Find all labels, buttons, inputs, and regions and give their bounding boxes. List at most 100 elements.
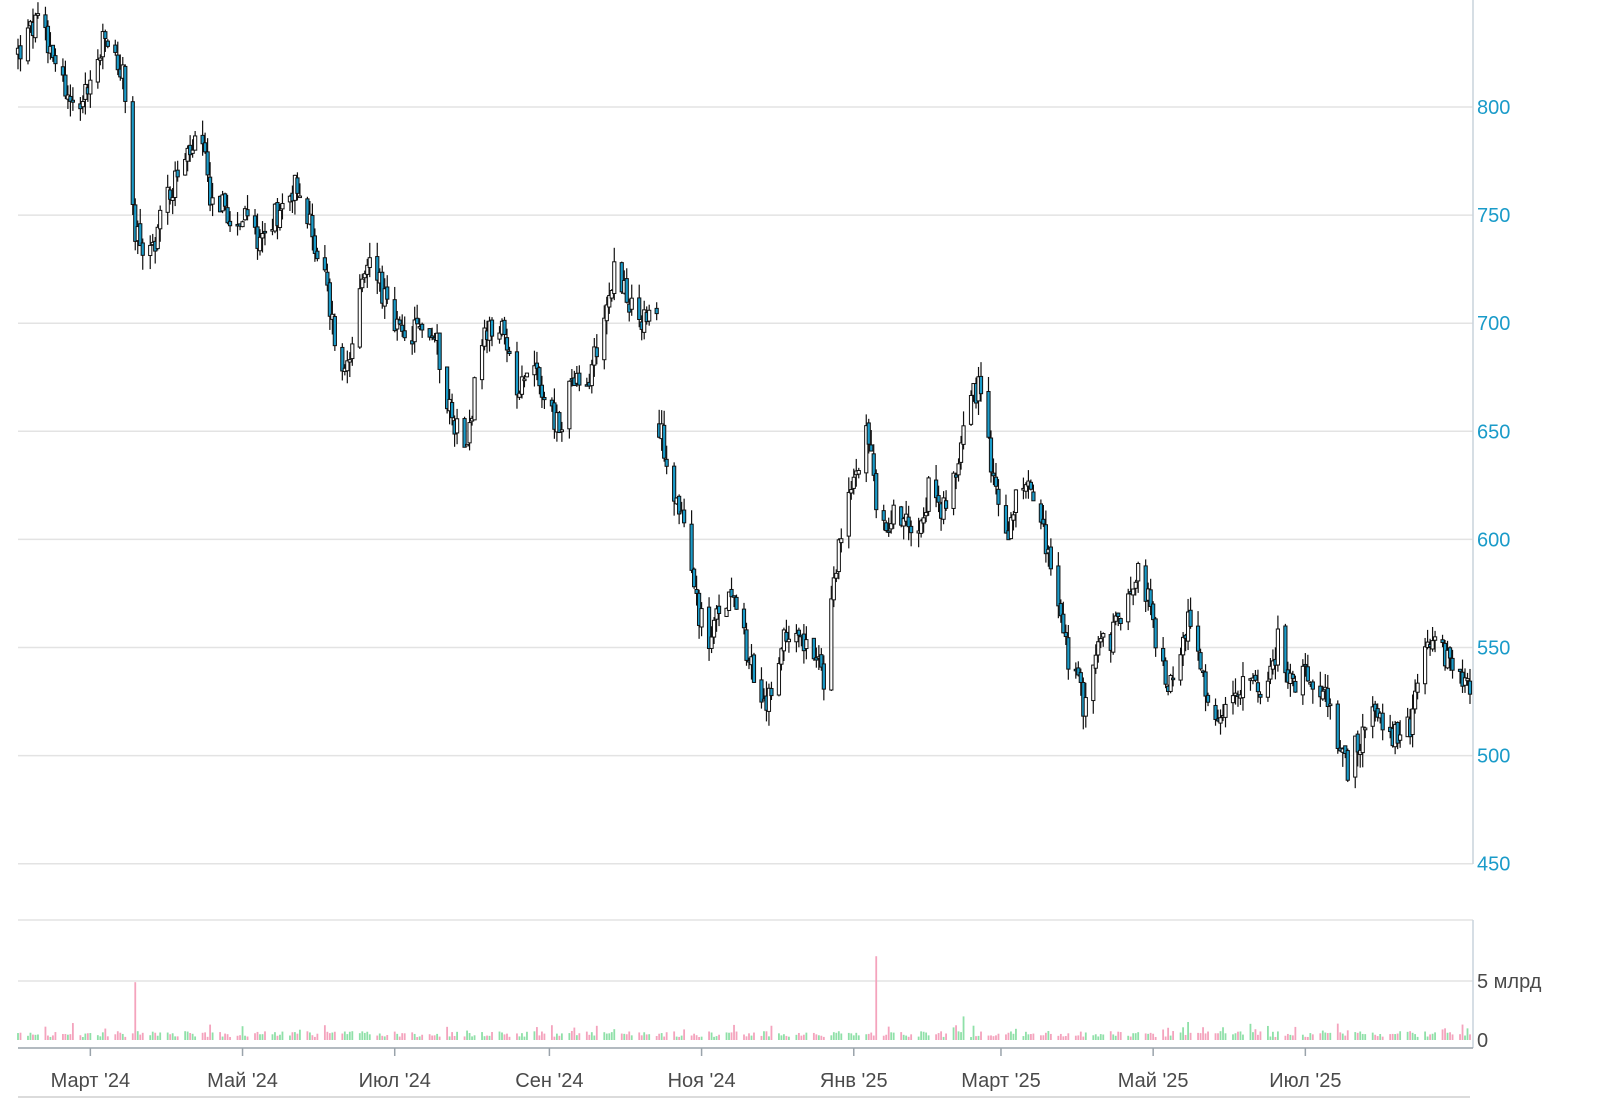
candle-body — [534, 362, 540, 369]
volume-bar — [695, 1035, 698, 1040]
candle — [776, 657, 782, 697]
volume-bar — [1222, 1027, 1224, 1040]
volume-bar — [575, 1035, 578, 1040]
volume-bar — [1042, 1035, 1045, 1040]
candle-body — [609, 289, 614, 299]
date-tick-label: Сен '24 — [515, 1070, 583, 1092]
volume-bar — [1167, 1027, 1170, 1040]
candle-body — [869, 444, 874, 452]
volume-bar — [189, 1033, 192, 1040]
candle-body — [726, 591, 732, 611]
candle — [1188, 597, 1193, 629]
volume-bar — [104, 1028, 107, 1040]
candle — [1353, 735, 1358, 789]
candle-body — [637, 297, 642, 320]
volume-bar — [246, 1036, 249, 1040]
candle — [1233, 678, 1238, 705]
candle-body — [647, 309, 652, 322]
volume-bar — [630, 1035, 633, 1040]
volume-bar — [516, 1033, 518, 1040]
candle-body — [1410, 708, 1415, 736]
candle — [437, 332, 442, 384]
volume-bar — [416, 1037, 419, 1040]
volume-bar — [501, 1032, 503, 1040]
volume-bar — [620, 1033, 623, 1040]
volume-bar — [418, 1036, 421, 1040]
candle — [1432, 630, 1438, 653]
candle-body — [472, 377, 477, 421]
volume-bar — [1324, 1032, 1327, 1040]
candle-body — [1195, 625, 1201, 652]
candle-body — [1198, 652, 1203, 670]
volume-bar — [1466, 1028, 1469, 1040]
volume-bar — [850, 1033, 853, 1040]
volume-bar — [885, 1034, 888, 1040]
candle-body — [222, 193, 228, 207]
candle — [714, 605, 719, 632]
volume-bar — [785, 1035, 788, 1040]
candle — [819, 648, 824, 671]
candle — [1325, 674, 1330, 718]
volume-bar — [1022, 1036, 1025, 1040]
candle-body — [345, 360, 350, 372]
volume-bar — [1311, 1034, 1314, 1040]
candle — [450, 393, 455, 426]
candle-body — [1345, 750, 1350, 781]
candle — [375, 242, 380, 295]
volume-bar — [857, 1035, 860, 1040]
candle — [1410, 694, 1415, 748]
volume-bar — [1396, 1033, 1399, 1040]
volume-bar — [570, 1030, 573, 1040]
volume-bar — [119, 1032, 122, 1040]
volume-bar — [121, 1033, 124, 1040]
volume-bar — [421, 1034, 424, 1040]
candle-body — [140, 242, 145, 256]
volume-bar — [935, 1034, 938, 1040]
candle-body — [724, 607, 729, 617]
volume-bar — [560, 1033, 563, 1040]
candle — [1373, 700, 1378, 722]
candle-body — [360, 278, 365, 289]
candle — [397, 316, 402, 326]
candle — [1093, 644, 1098, 674]
volume-bar — [887, 1026, 890, 1040]
volume-bar — [1082, 1036, 1085, 1040]
date-tick-label: Янв '25 — [820, 1070, 888, 1092]
volume-bar — [1117, 1031, 1120, 1040]
volume-bar — [331, 1032, 334, 1040]
volume-bar — [680, 1035, 683, 1040]
candle-body — [1335, 703, 1340, 749]
volume-bar — [254, 1033, 256, 1040]
candle — [1091, 664, 1096, 714]
volume-bar — [378, 1033, 381, 1040]
candle-body — [709, 636, 714, 649]
volume-bar — [1234, 1033, 1237, 1040]
candle — [961, 411, 966, 450]
candle — [906, 505, 911, 541]
volume-bar — [1007, 1032, 1010, 1040]
volume-bar — [526, 1031, 528, 1040]
volume-bar — [1064, 1036, 1067, 1040]
volume-bar — [820, 1035, 823, 1040]
volume-bar — [805, 1032, 808, 1040]
volume-bar — [1429, 1034, 1431, 1040]
candle — [347, 352, 352, 378]
candle-body — [706, 606, 712, 650]
volume-bar — [69, 1034, 72, 1040]
candle-body — [437, 332, 442, 370]
volume-bar — [1179, 1032, 1182, 1040]
candle-body — [277, 209, 283, 228]
candle — [479, 339, 485, 390]
candle-body — [891, 504, 896, 525]
candle — [225, 194, 230, 225]
candle-body — [427, 328, 432, 338]
candle — [35, 2, 41, 19]
candle — [295, 172, 300, 201]
volume-bar — [294, 1032, 296, 1040]
candle-body — [769, 688, 774, 697]
candle — [786, 625, 792, 653]
candle — [277, 203, 283, 231]
volume-bar — [558, 1035, 561, 1040]
candle — [1290, 670, 1295, 687]
candle-body — [1213, 704, 1218, 720]
